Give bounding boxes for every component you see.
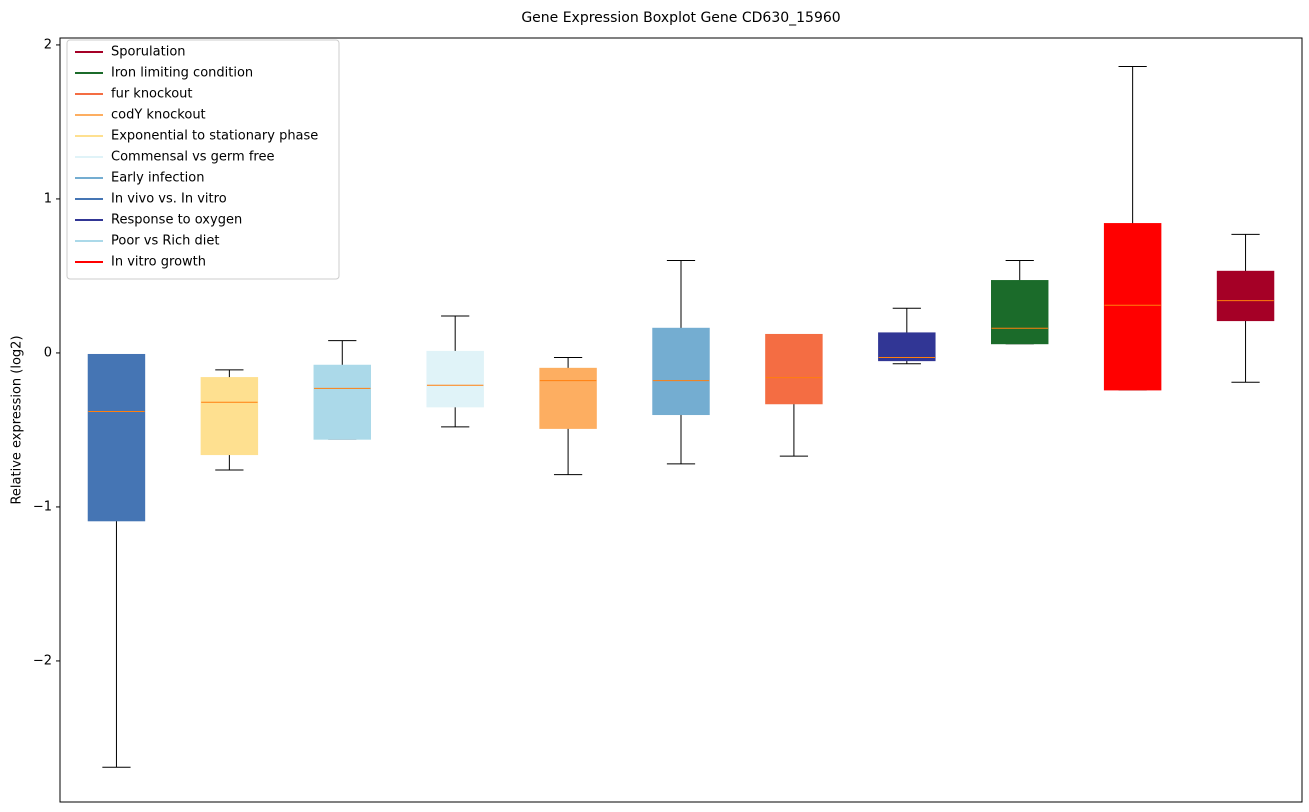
box — [878, 332, 936, 362]
box — [200, 377, 259, 456]
legend-label: Iron limiting condition — [111, 66, 253, 81]
box — [765, 333, 823, 405]
legend-label: Poor vs Rich diet — [111, 234, 219, 249]
box — [1103, 223, 1162, 391]
y-axis-label: Relative expression (log2) — [10, 335, 25, 504]
legend-label: Exponential to stationary phase — [111, 129, 318, 144]
legend-box — [66, 39, 340, 280]
box — [426, 350, 484, 408]
box — [991, 280, 1049, 345]
box — [87, 353, 146, 522]
chart-title: Gene Expression Boxplot Gene CD630_15960 — [521, 10, 840, 26]
box — [652, 327, 710, 416]
box — [1216, 270, 1275, 322]
legend-label: Commensal vs germ free — [111, 150, 274, 165]
legend-label: fur knockout — [111, 87, 193, 102]
y-tick-label: 0 — [44, 345, 52, 360]
legend-label: Response to oxygen — [111, 213, 242, 228]
box — [313, 364, 371, 440]
plot-frame — [59, 37, 1303, 803]
box — [539, 367, 597, 429]
y-tick-label: 2 — [44, 37, 52, 52]
legend-label: codY knockout — [111, 108, 206, 123]
y-tick-label: 1 — [44, 191, 52, 206]
y-tick-label: −1 — [33, 499, 52, 514]
legend-label: Early infection — [111, 171, 204, 186]
legend-label: In vivo vs. In vitro — [111, 192, 227, 207]
legend-label: In vitro growth — [111, 255, 206, 270]
y-tick-label: −2 — [33, 653, 52, 668]
legend-label: Sporulation — [111, 45, 186, 60]
